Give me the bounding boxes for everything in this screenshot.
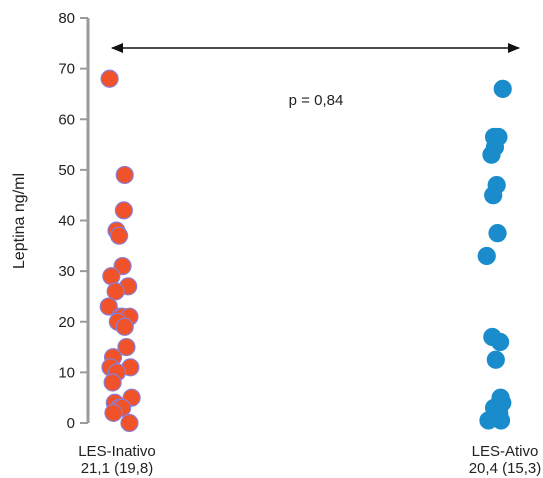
point-les-ativo	[491, 411, 511, 430]
y-tick-label: 70	[58, 61, 75, 78]
point-les-inativo	[106, 282, 125, 301]
y-tick-label: 20	[58, 314, 75, 331]
category-label-active: LES-Ativo	[472, 443, 539, 460]
point-les-ativo	[482, 145, 501, 164]
point-les-ativo	[477, 246, 496, 266]
point-les-inativo	[110, 226, 129, 245]
y-tick-label: 10	[58, 364, 75, 381]
y-tick-label: 0	[67, 415, 75, 432]
point-les-inativo	[117, 337, 136, 357]
y-tick-label: 40	[58, 213, 75, 230]
point-les-ativo	[486, 350, 505, 369]
point-les-inativo	[115, 165, 134, 185]
y-tick-label: 80	[58, 10, 75, 27]
y-tick-label: 50	[58, 162, 75, 179]
point-les-inativo	[115, 317, 134, 336]
point-les-ativo	[493, 79, 512, 98]
point-les-inativo	[104, 403, 123, 422]
y-axis: 0 10 20 30 40 50 60 70 80	[58, 10, 90, 432]
point-les-ativo	[488, 224, 507, 243]
point-les-inativo	[113, 256, 132, 276]
point-les-inativo	[103, 373, 122, 392]
y-tick-label: 60	[58, 111, 75, 128]
point-les-inativo	[102, 267, 121, 286]
category-stats-inactive: 21,1 (19,8)	[81, 460, 154, 477]
y-axis-title: Leptina ng/ml	[11, 173, 28, 269]
category-stats-active: 20,4 (15,3)	[469, 460, 542, 477]
point-les-inativo	[120, 413, 139, 433]
point-les-inativo	[114, 201, 133, 220]
point-les-ativo	[484, 186, 503, 205]
category-label-inactive: LES-Inativo	[78, 443, 156, 460]
point-les-ativo	[491, 332, 510, 352]
y-tick-label: 30	[58, 263, 75, 280]
data-points	[99, 69, 512, 433]
point-les-inativo	[100, 69, 119, 88]
point-les-inativo	[99, 297, 118, 316]
p-value-annotation: p = 0,84	[289, 92, 344, 109]
